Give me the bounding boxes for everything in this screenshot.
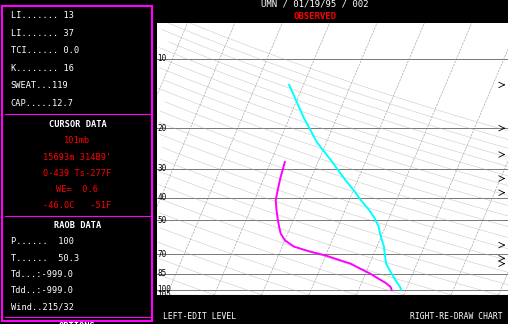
Text: RAOB DATA: RAOB DATA (54, 221, 101, 230)
Text: P......  100: P...... 100 (11, 237, 74, 247)
Text: 100: 100 (157, 285, 171, 295)
Text: CAP.....12.7: CAP.....12.7 (11, 99, 74, 108)
Text: 20: 20 (157, 124, 167, 133)
Text: 70: 70 (157, 249, 167, 259)
Text: Wind..215/32: Wind..215/32 (11, 302, 74, 311)
Text: WE=  0.6: WE= 0.6 (56, 185, 99, 194)
Text: CURSOR DATA: CURSOR DATA (49, 120, 106, 129)
Text: 105: 105 (157, 290, 171, 299)
Text: -46.0C   -51F: -46.0C -51F (43, 201, 112, 210)
Text: OBSERVED: OBSERVED (294, 12, 337, 21)
Text: LI....... 13: LI....... 13 (11, 11, 74, 20)
Text: 15693m 314B9': 15693m 314B9' (43, 153, 112, 162)
Text: OPTIONS: OPTIONS (59, 322, 96, 324)
Text: 85: 85 (157, 269, 167, 278)
Text: 101mb: 101mb (65, 136, 90, 145)
Text: Td...:-999.0: Td...:-999.0 (11, 270, 74, 279)
Text: 10: 10 (157, 54, 167, 63)
Text: SWEAT...119: SWEAT...119 (11, 81, 69, 90)
Text: 30: 30 (157, 165, 167, 173)
Text: UMN / 01/19/95 / 002: UMN / 01/19/95 / 002 (262, 0, 369, 8)
Text: 0-439 Ts-277F: 0-439 Ts-277F (43, 169, 112, 178)
Text: TCI...... 0.0: TCI...... 0.0 (11, 46, 79, 55)
Text: LI....... 37: LI....... 37 (11, 29, 74, 38)
Text: 40: 40 (157, 193, 167, 202)
Text: Tdd..:-999.0: Tdd..:-999.0 (11, 286, 74, 295)
Text: K........ 16: K........ 16 (11, 64, 74, 73)
Text: LEFT-EDIT LEVEL: LEFT-EDIT LEVEL (163, 312, 236, 321)
Text: T......  50.3: T...... 50.3 (11, 254, 79, 263)
Text: RIGHT-RE-DRAW CHART: RIGHT-RE-DRAW CHART (410, 312, 503, 321)
Text: 50: 50 (157, 216, 167, 225)
